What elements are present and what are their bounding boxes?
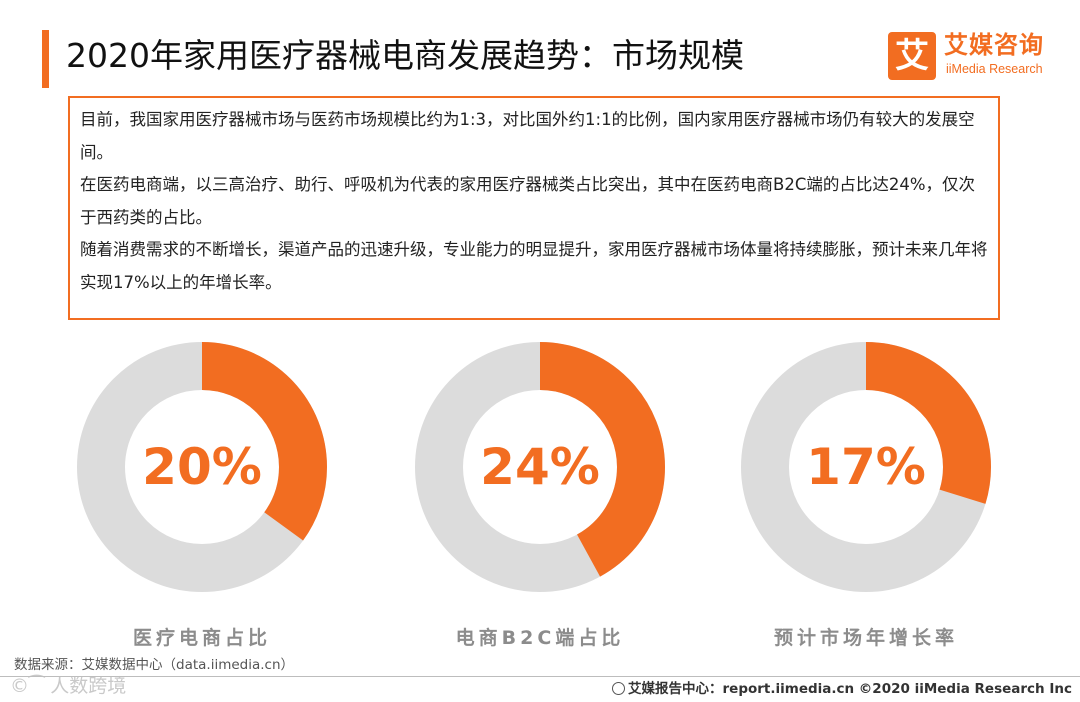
watermark: ©⁀ 人数跨境 [10,675,127,697]
summary-paragraph-1: 目前，我国家用医疗器械市场与医药市场规模比约为1:3，对比国外约1:1的比例，国… [80,110,975,162]
donut-value-label: 24% [480,438,600,496]
footer-divider [0,676,1080,677]
footer-report: 艾媒报告中心：report.iimedia.cn ©2020 iiMedia R… [612,679,1072,699]
logo-mark: 艾 [888,32,936,80]
title-accent-bar [42,30,49,88]
page-title: 2020年家用医疗器械电商发展趋势：市场规模 [66,36,744,75]
donut-chart-2: 24% [415,342,665,592]
donut-value-label: 20% [142,438,262,496]
donut-value-arc [741,342,991,592]
donut-value-label: 17% [806,438,926,496]
donut-chart-3: 17% [741,342,991,592]
logo-english-name: iiMedia Research [946,62,1043,76]
donut-value-arc [415,342,665,592]
donut-category-label: 电商B2C端占比 [455,627,625,649]
summary-paragraph-3: 随着消费需求的不断增长，渠道产品的迅速升级，专业能力的明显提升，家用医疗器械市场… [80,240,988,292]
data-source: 数据来源：艾媒数据中心（data.iimedia.cn） [14,657,295,673]
donut-category-label: 医疗电商占比 [132,627,271,649]
summary-box: 目前，我国家用医疗器械市场与医药市场规模比约为1:3，对比国外约1:1的比例，国… [68,96,1000,320]
globe-icon [612,682,625,695]
summary-paragraph-2: 在医药电商端，以三高治疗、助行、呼吸机为代表的家用医疗器械类占比突出，其中在医药… [80,175,976,227]
donut-category-label: 预计市场年增长率 [773,627,958,649]
donut-value-arc [77,342,327,592]
footer-report-text: 艾媒报告中心：report.iimedia.cn ©2020 iiMedia R… [628,681,1072,697]
brand-logo: 艾 艾媒咨询 iiMedia Research [888,30,1068,82]
donut-chart-1: 20% [77,342,327,592]
logo-chinese-name: 艾媒咨询 [944,31,1044,59]
